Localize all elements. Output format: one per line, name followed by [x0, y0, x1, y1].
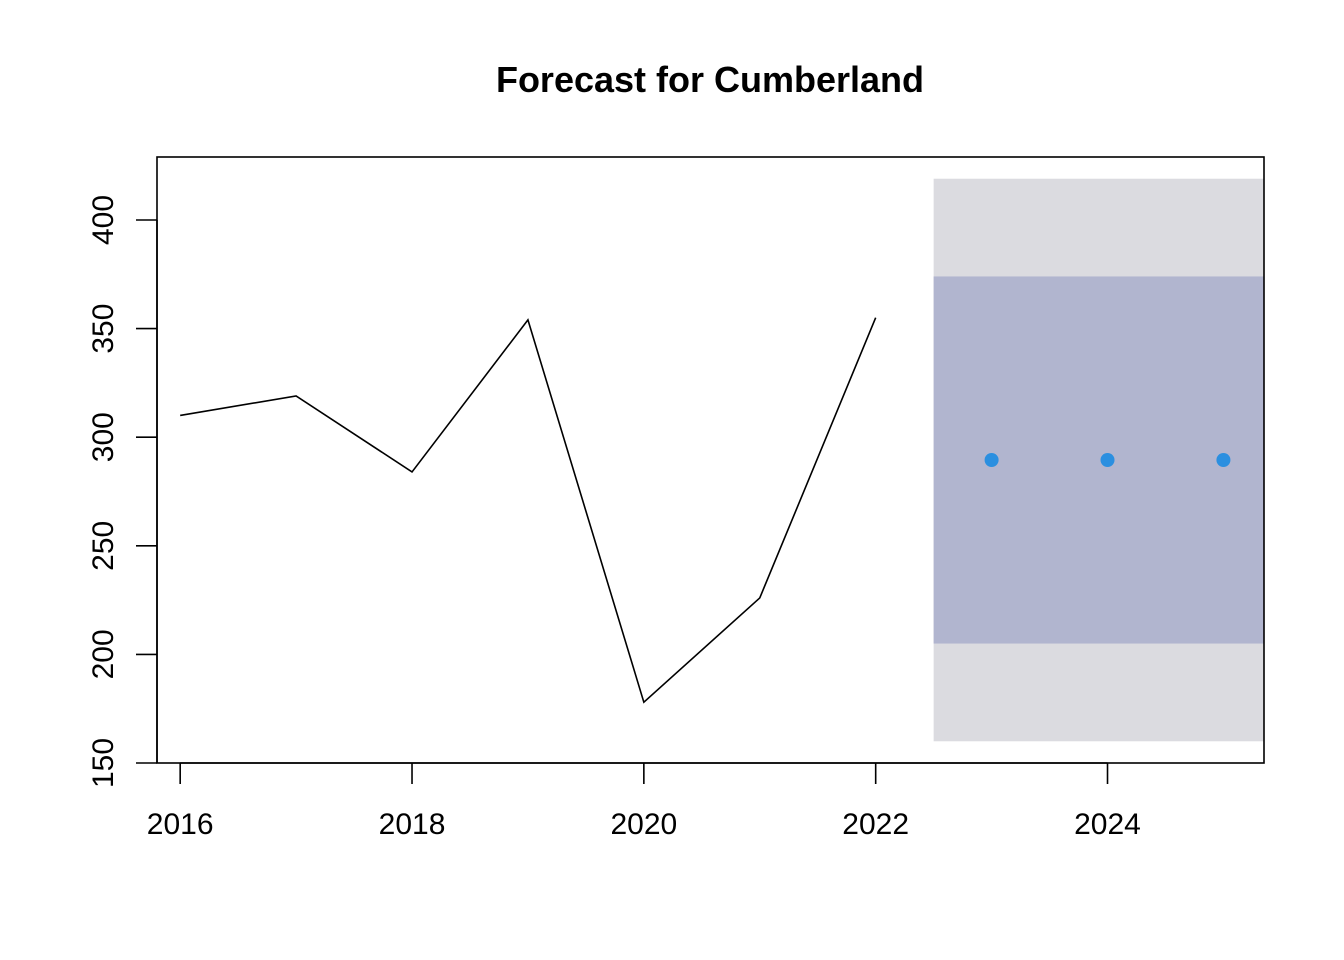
forecast-point — [1216, 453, 1231, 467]
plot-area — [180, 178, 1264, 742]
x-tick-label: 2018 — [379, 808, 446, 841]
x-tick-label: 2020 — [610, 808, 677, 841]
y-tick-label: 250 — [87, 521, 120, 571]
interval-80-band — [933, 276, 1264, 644]
y-tick-label: 150 — [87, 738, 120, 788]
y-tick-label: 350 — [87, 304, 120, 354]
x-tick-label: 2024 — [1074, 808, 1141, 841]
forecast-point — [984, 453, 999, 467]
x-tick-label: 2022 — [842, 808, 909, 841]
chart-title: Forecast for Cumberland — [496, 59, 924, 100]
x-tick-label: 2016 — [147, 808, 214, 841]
observed-series-line — [180, 317, 877, 704]
y-tick-label: 300 — [87, 412, 120, 462]
axes: 2016 2018 2020 2022 2024 150 200 250 300 350 400 — [87, 156, 1265, 841]
forecast-point — [1100, 453, 1115, 467]
y-tick-label: 400 — [87, 195, 120, 245]
y-tick-label: 200 — [87, 629, 120, 679]
